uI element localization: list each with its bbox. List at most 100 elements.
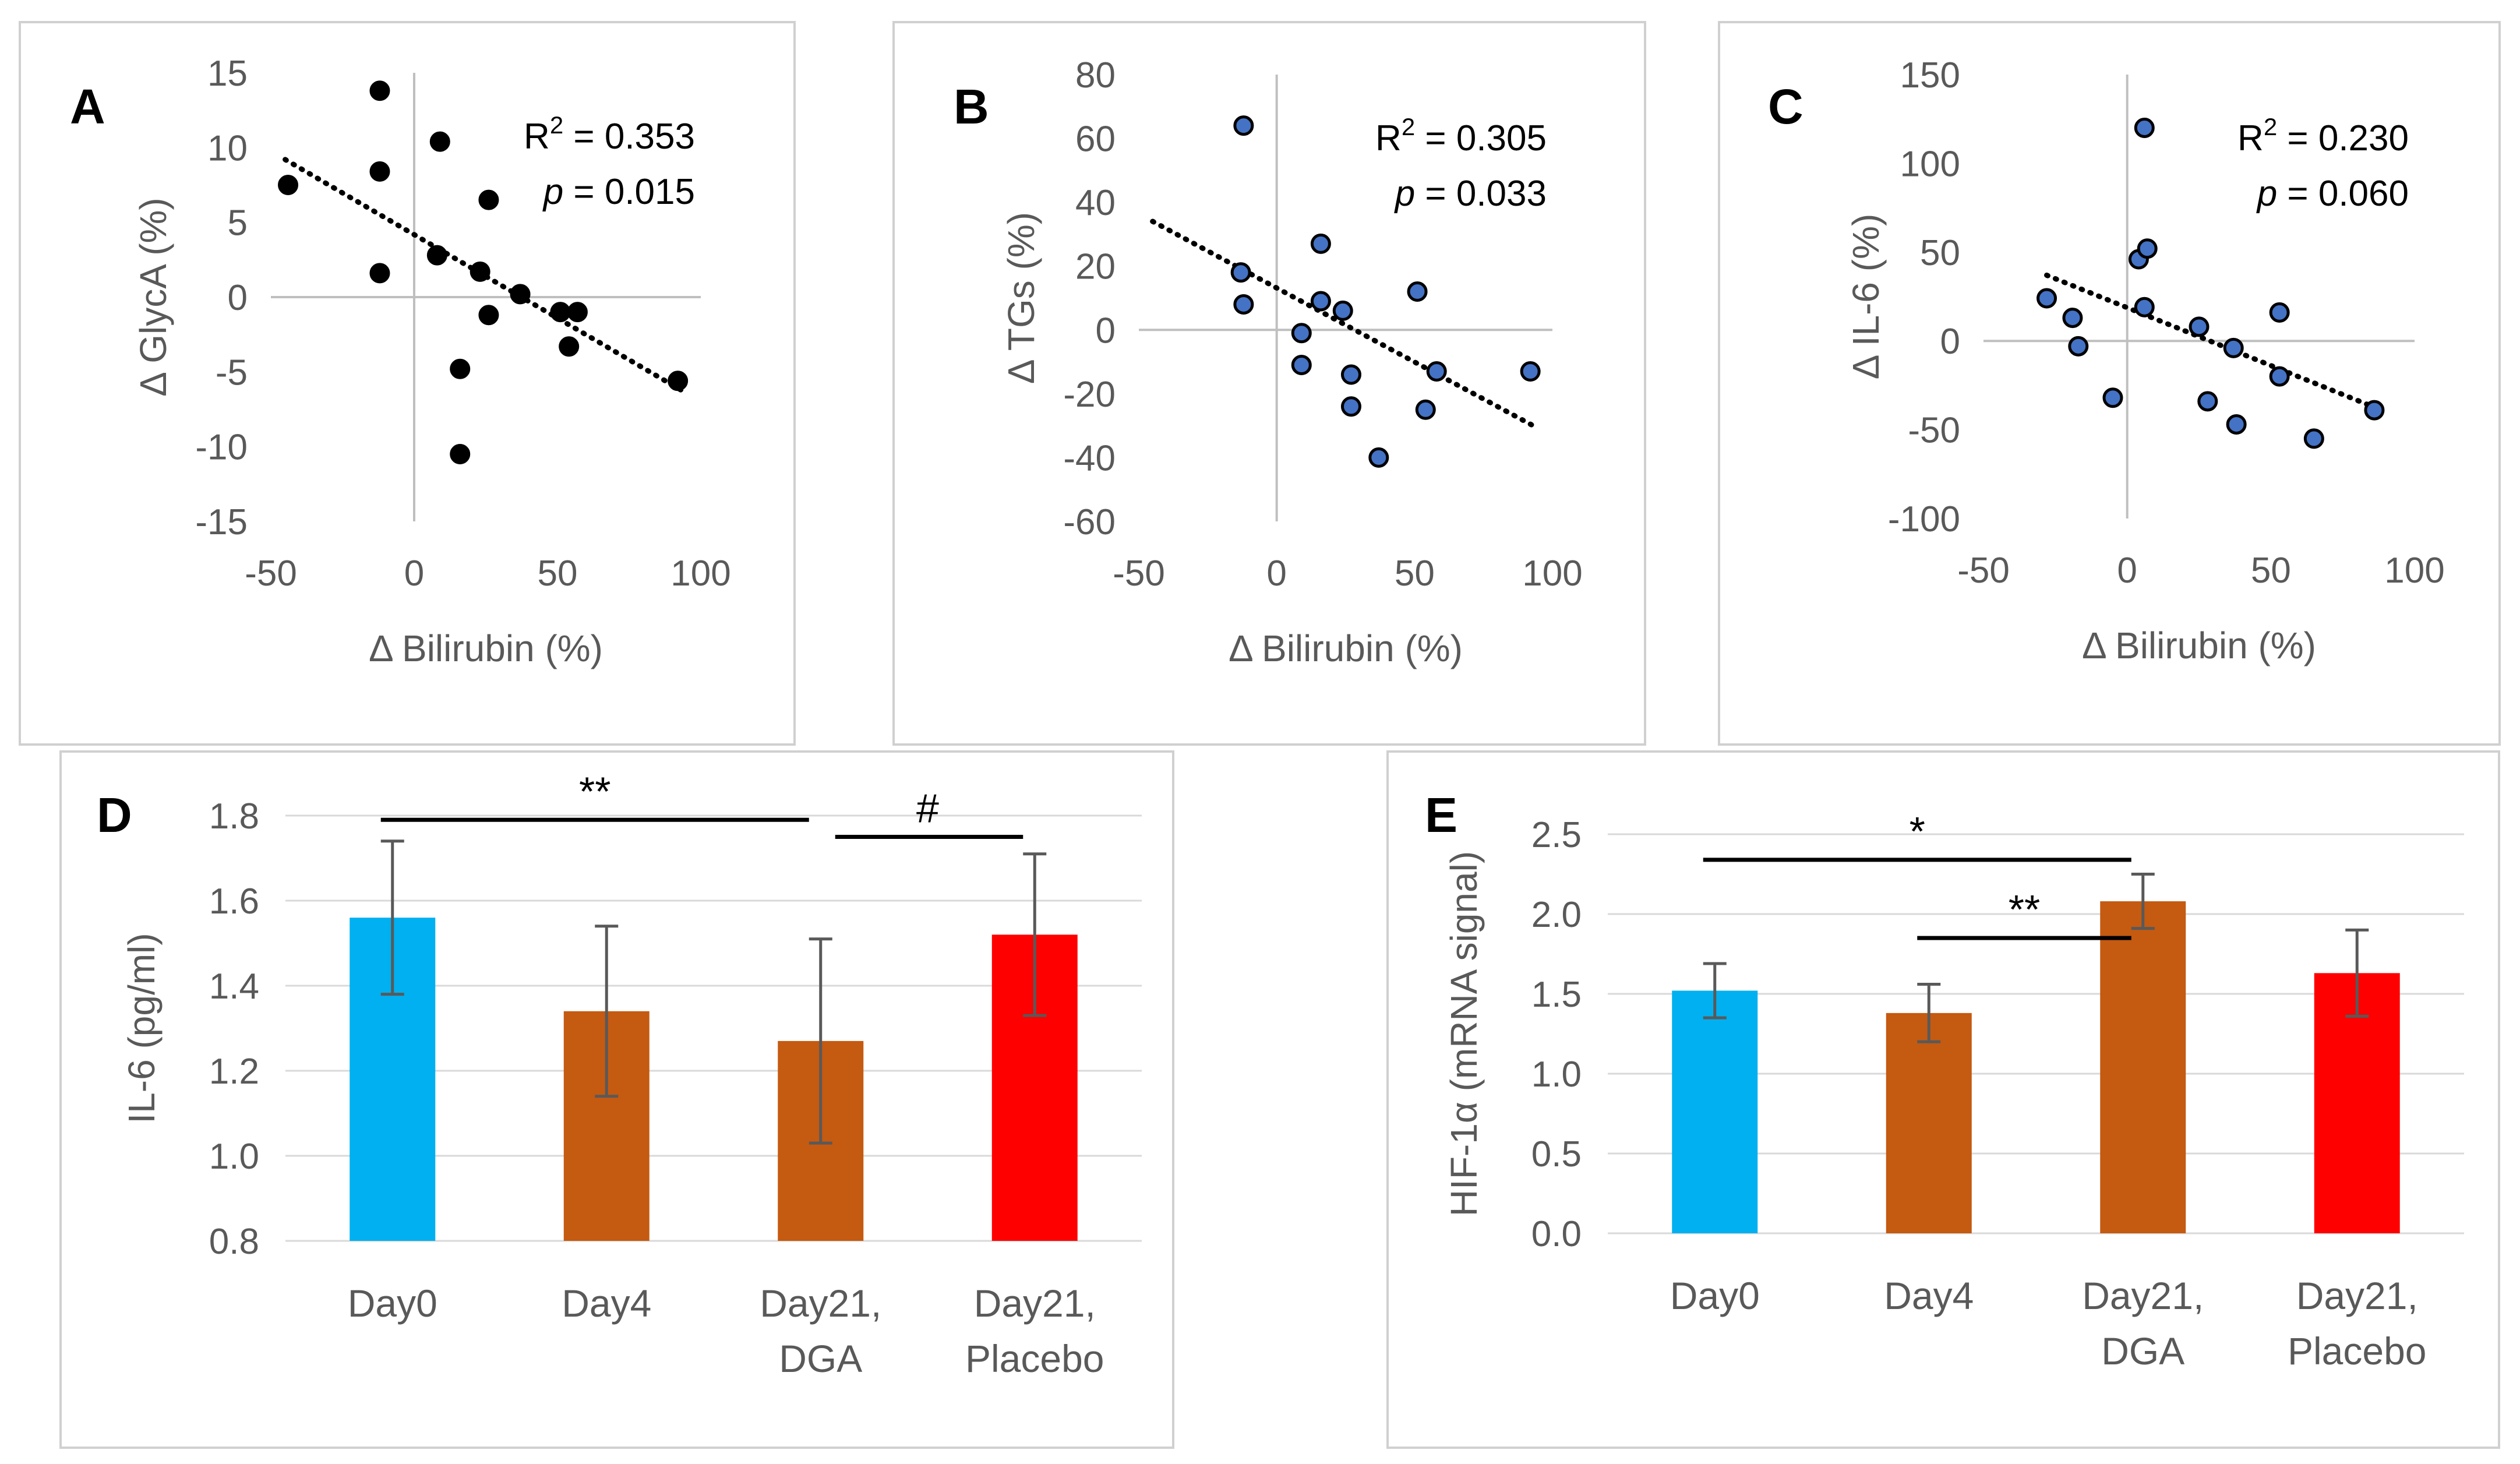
panel-a-data-point xyxy=(510,284,531,305)
panel-c-y-tick-label: 150 xyxy=(1900,55,1960,96)
panel-e-category-label: Day21, xyxy=(2082,1274,2204,1317)
panel-b-x-tick-label: 100 xyxy=(1522,553,1582,594)
panel-a-letter: A xyxy=(70,79,105,134)
panel-d-y-tick-label: 1.4 xyxy=(209,966,259,1007)
panel-a-y-tick-label: 15 xyxy=(207,54,248,94)
panel-a-data-point xyxy=(559,336,580,357)
panel-b-y-tick-label: 40 xyxy=(1075,183,1116,223)
panel-a-y-tick-label: 5 xyxy=(228,203,248,244)
panel-e-category-label: Day4 xyxy=(1884,1274,1974,1317)
panel-a-p-annotation: p = 0.015 xyxy=(542,172,695,212)
panel-e-y-tick-label: 2.0 xyxy=(1531,895,1582,935)
panel-e: 0.0 0.5 1.0 1.5 2.0 2.5 HIF-1α (mRNA signal) Da… xyxy=(1443,809,2464,1373)
panel-e-category-label: Day0 xyxy=(1670,1274,1760,1317)
panel-b-data-point xyxy=(1332,300,1353,321)
panel-c-data-point xyxy=(2364,400,2385,421)
panel-e-significance-label: * xyxy=(1910,809,1925,854)
panel-b-trendline xyxy=(1150,218,1536,429)
panel-d-letter: D xyxy=(97,788,132,842)
panel-c-data-point xyxy=(2189,316,2210,337)
panel-b-y-tick-label: 60 xyxy=(1075,119,1116,160)
panel-b-y-tick-label: 0 xyxy=(1096,311,1116,351)
panel-a-data-point xyxy=(450,444,471,464)
panel-d-significance-label: # xyxy=(916,786,939,831)
panel-c-frame xyxy=(1718,21,2501,746)
panel-d-y-axis-title: IL-6 (pg/ml) xyxy=(121,933,163,1123)
panel-c-y-tick-label: -100 xyxy=(1888,499,1960,539)
panel-a-y-tick-label: -10 xyxy=(195,428,248,468)
panel-e-y-tick-label: 2.5 xyxy=(1531,815,1582,855)
panel-e-bar xyxy=(2100,901,2186,1233)
panel-b-data-point xyxy=(1407,281,1428,302)
panel-a-y-axis-title: Δ GlycA (%) xyxy=(132,197,174,396)
panel-b-y-tick-label: -40 xyxy=(1063,438,1116,478)
panel-b-data-point xyxy=(1415,399,1436,420)
panel-d-category-label: Day4 xyxy=(562,1282,651,1325)
panel-b-data-point xyxy=(1233,115,1254,136)
panel-c-data-point xyxy=(2134,297,2155,318)
panel-b-x-axis-title: Δ Bilirubin (%) xyxy=(1229,627,1463,669)
panel-e-y-tick-label: 0.5 xyxy=(1531,1134,1582,1174)
panel-a-y-tick-label: -15 xyxy=(195,502,248,542)
panel-a-data-point xyxy=(369,80,390,101)
panel-c-data-point xyxy=(2134,117,2155,138)
panel-d-category-label: Day0 xyxy=(348,1282,437,1325)
panel-d-y-tick-label: 1.2 xyxy=(209,1052,259,1092)
panel-e-significance-label: ** xyxy=(2009,887,2040,932)
panel-c-data-point xyxy=(2037,288,2057,309)
panel-b-y-tick-label: -60 xyxy=(1063,502,1116,542)
panel-c-data-point xyxy=(2269,366,2290,387)
panel-b-p-annotation: p = 0.033 xyxy=(1394,174,1547,214)
panel-b-data-point xyxy=(1310,233,1331,254)
panel-b-y-axis-title: Δ TGs (%) xyxy=(1000,212,1042,384)
panel-c-letter: C xyxy=(1768,79,1803,134)
panel-b-r2-annotation: R2 = 0.305 xyxy=(1375,113,1547,158)
panel-b-data-point xyxy=(1368,447,1389,468)
panel-b-y-tick-label: 80 xyxy=(1075,55,1116,96)
panel-c-x-tick-label: 50 xyxy=(2251,551,2291,591)
panel-c-trendline xyxy=(2044,272,2380,411)
panel-c-y-tick-label: 0 xyxy=(1940,322,1960,362)
panel-a-x-axis-title: Δ Bilirubin (%) xyxy=(369,627,603,669)
panel-b-x-tick-label: -50 xyxy=(1113,553,1165,594)
panel-b-data-point xyxy=(1340,364,1361,385)
panel-c-data-point xyxy=(2303,428,2324,449)
panel-a-data-point xyxy=(478,189,499,210)
panel-b-y-tick-label: 20 xyxy=(1075,247,1116,287)
panel-a-y-tick-label: 0 xyxy=(228,278,248,318)
panel-a-data-point xyxy=(668,371,689,391)
panel-c-x-tick-label: 100 xyxy=(2384,551,2444,591)
panel-b: -60 -40 -20 0 20 40 60 80 -50 0 50 100 Δ Bilirubin (… xyxy=(1000,55,1583,669)
panel-a-data-point xyxy=(567,302,588,323)
panel-c-x-tick-label: -50 xyxy=(1957,551,2010,591)
panel-d-category-label: Day21, xyxy=(974,1282,1096,1325)
panel-d-significance-label: ** xyxy=(579,768,610,814)
panel-a-trendline xyxy=(283,157,684,393)
panel-a-y-tick-label: 10 xyxy=(207,128,248,168)
panel-e-letter: E xyxy=(1425,788,1457,842)
panel-c-data-point xyxy=(2102,387,2123,408)
panel-b-x-tick-label: 50 xyxy=(1395,553,1435,594)
panel-a-data-point xyxy=(450,358,471,379)
panel-e-y-axis-title: HIF-1α (mRNA signal) xyxy=(1443,851,1485,1216)
panel-a-data-point xyxy=(426,245,447,266)
panel-a-data-point xyxy=(369,263,390,284)
panel-c: -100 -50 0 50 100 150 -50 0 50 100 Δ Bilirubin (%)… xyxy=(1845,55,2445,666)
panel-e-y-tick-label: 1.0 xyxy=(1531,1054,1582,1095)
panel-b-data-point xyxy=(1230,262,1251,283)
panel-a-frame xyxy=(19,21,796,746)
panel-b-data-point xyxy=(1426,361,1447,382)
panel-c-data-point xyxy=(2068,336,2089,357)
panel-c-x-tick-label: 0 xyxy=(2117,551,2137,591)
panel-b-x-tick-label: 0 xyxy=(1266,553,1286,594)
panel-a-data-point xyxy=(278,175,299,195)
panel-c-x-axis-title: Δ Bilirubin (%) xyxy=(2082,625,2316,666)
panel-b-data-point xyxy=(1291,323,1312,344)
panel-e-category-label: Day21, xyxy=(2296,1274,2418,1317)
panel-b-letter: B xyxy=(954,79,989,134)
panel-c-data-point xyxy=(2226,414,2247,435)
panel-c-data-point xyxy=(2223,337,2244,358)
panel-b-data-point xyxy=(1310,291,1331,312)
